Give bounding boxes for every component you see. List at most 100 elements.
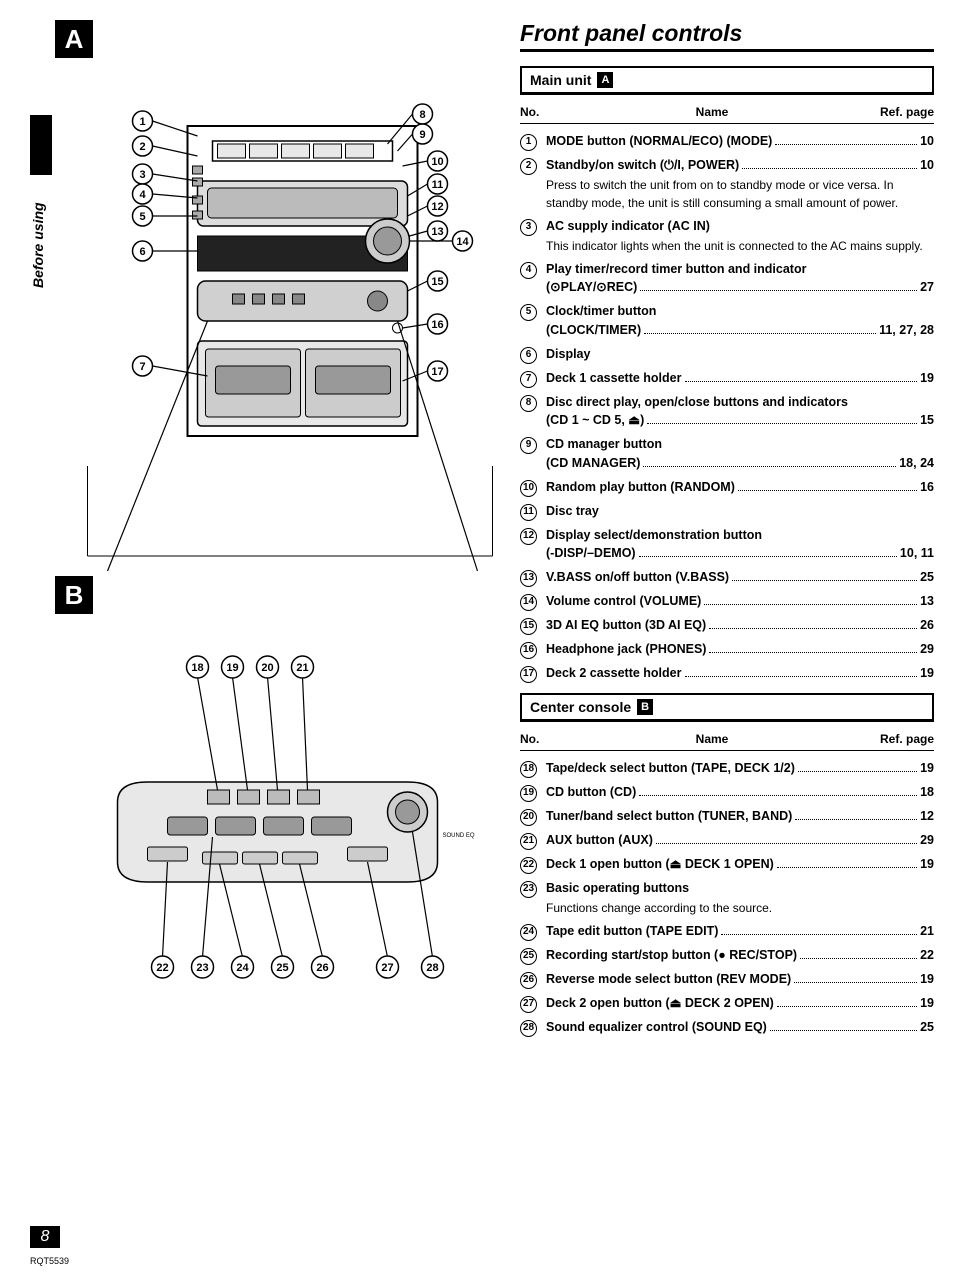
item-note: This indicator lights when the unit is c… <box>546 237 934 255</box>
svg-text:5: 5 <box>139 211 145 223</box>
item-sublabel: (CLOCK/TIMER) <box>546 321 641 340</box>
list-item: 26Reverse mode select button (REV MODE)1… <box>520 970 934 989</box>
item-label: Display <box>546 345 590 364</box>
title-bar: Front panel controls <box>520 20 934 52</box>
item-number: 17 <box>520 664 546 683</box>
item-body: MODE button (NORMAL/ECO) (MODE)10 <box>546 132 934 151</box>
diagram-b: SOUND EQ 18 19 20 21 <box>55 622 500 1002</box>
leader-dots <box>775 144 917 145</box>
item-number: 13 <box>520 568 546 587</box>
item-label: CD button (CD) <box>546 783 636 802</box>
item-number: 8 <box>520 393 546 412</box>
item-number: 15 <box>520 616 546 635</box>
item-label: Display select/demonstration button <box>546 526 934 545</box>
list-item: 3AC supply indicator (AC IN)This indicat… <box>520 217 934 255</box>
leader-dots <box>685 676 918 677</box>
item-label: Basic operating buttons <box>546 879 689 898</box>
list-item: 13V.BASS on/off button (V.BASS)25 <box>520 568 934 587</box>
item-page-ref: 19 <box>920 664 934 683</box>
svg-text:17: 17 <box>431 366 443 378</box>
leader-dots <box>709 652 917 653</box>
svg-text:20: 20 <box>261 662 273 674</box>
item-sublabel: (CD 1 ~ CD 5, ⏏) <box>546 411 644 430</box>
item-label: Sound equalizer control (SOUND EQ) <box>546 1018 767 1037</box>
list-item: 19CD button (CD)18 <box>520 783 934 802</box>
leader-dots <box>794 982 917 983</box>
item-page-ref: 19 <box>920 970 934 989</box>
item-body: CD manager button(CD MANAGER)18, 24 <box>546 435 934 473</box>
col-ref: Ref. page <box>864 105 934 119</box>
leader-dots <box>800 958 917 959</box>
list-item: 1MODE button (NORMAL/ECO) (MODE)10 <box>520 132 934 151</box>
item-body: Deck 1 open button (⏏ DECK 1 OPEN)19 <box>546 855 934 874</box>
svg-text:6: 6 <box>139 246 145 258</box>
doc-code: RQT5539 <box>30 1256 69 1266</box>
svg-text:3: 3 <box>139 169 145 181</box>
page-title: Front panel controls <box>520 20 742 47</box>
item-sublabel: (CD MANAGER) <box>546 454 640 473</box>
item-label: Headphone jack (PHONES) <box>546 640 706 659</box>
item-number: 27 <box>520 994 546 1013</box>
item-label: Disc direct play, open/close buttons and… <box>546 393 934 412</box>
item-body: Display select/demonstration button(-DIS… <box>546 526 934 564</box>
leader-dots <box>738 490 917 491</box>
item-page-ref: 10 <box>920 156 934 175</box>
list-item: 18Tape/deck select button (TAPE, DECK 1/… <box>520 759 934 778</box>
item-body: Tuner/band select button (TUNER, BAND)12 <box>546 807 934 826</box>
svg-text:24: 24 <box>236 962 249 974</box>
item-body: Standby/on switch (⏻/I, POWER)10Press to… <box>546 156 934 212</box>
item-label: CD manager button <box>546 435 934 454</box>
svg-text:4: 4 <box>139 189 146 201</box>
main-unit-header-text: Main unit <box>530 72 591 88</box>
item-label: Random play button (RANDOM) <box>546 478 735 497</box>
svg-text:27: 27 <box>381 962 393 974</box>
list-item: 10Random play button (RANDOM)16 <box>520 478 934 497</box>
leader-dots <box>777 867 917 868</box>
leader-dots <box>795 819 917 820</box>
col-name: Name <box>560 105 864 119</box>
leader-dots <box>709 628 917 629</box>
leader-dots <box>644 333 876 334</box>
svg-text:21: 21 <box>296 662 308 674</box>
item-number: 22 <box>520 855 546 874</box>
item-page-ref: 29 <box>920 831 934 850</box>
leader-dots <box>639 556 897 557</box>
item-label: Tuner/band select button (TUNER, BAND) <box>546 807 792 826</box>
item-body: Basic operating buttonsFunctions change … <box>546 879 934 917</box>
item-label: Play timer/record timer button and indic… <box>546 260 934 279</box>
item-page-ref: 21 <box>920 922 934 941</box>
item-number: 12 <box>520 526 546 545</box>
item-body: Recording start/stop button (● REC/STOP)… <box>546 946 934 965</box>
leader-dots <box>721 934 917 935</box>
item-sublabel: (⊙PLAY/⊙REC) <box>546 278 637 297</box>
item-body: Headphone jack (PHONES)29 <box>546 640 934 659</box>
item-label: Tape/deck select button (TAPE, DECK 1/2) <box>546 759 795 778</box>
svg-text:26: 26 <box>316 962 328 974</box>
item-number: 26 <box>520 970 546 989</box>
column-headers-a: No. Name Ref. page <box>520 101 934 124</box>
list-item: 16Headphone jack (PHONES)29 <box>520 640 934 659</box>
item-number: 14 <box>520 592 546 611</box>
svg-text:12: 12 <box>431 201 443 213</box>
main-unit-badge: A <box>597 72 613 88</box>
item-number: 16 <box>520 640 546 659</box>
svg-text:22: 22 <box>156 962 168 974</box>
list-item: 11Disc tray <box>520 502 934 521</box>
leader-dots <box>640 290 917 291</box>
svg-text:8: 8 <box>419 109 425 121</box>
item-number: 23 <box>520 879 546 898</box>
list-item: 22Deck 1 open button (⏏ DECK 1 OPEN)19 <box>520 855 934 874</box>
item-body: Tape/deck select button (TAPE, DECK 1/2)… <box>546 759 934 778</box>
item-number: 25 <box>520 946 546 965</box>
item-number: 19 <box>520 783 546 802</box>
page-number: 8 <box>30 1226 60 1248</box>
leader-dots <box>732 580 917 581</box>
list-item: 2Standby/on switch (⏻/I, POWER)10Press t… <box>520 156 934 212</box>
item-label: Deck 2 open button (⏏ DECK 2 OPEN) <box>546 994 774 1013</box>
leader-dots <box>647 423 917 424</box>
center-console-badge: B <box>637 699 653 715</box>
svg-text:14: 14 <box>456 236 469 248</box>
leader-dots <box>704 604 917 605</box>
list-item: 20Tuner/band select button (TUNER, BAND)… <box>520 807 934 826</box>
list-item: 21AUX button (AUX)29 <box>520 831 934 850</box>
